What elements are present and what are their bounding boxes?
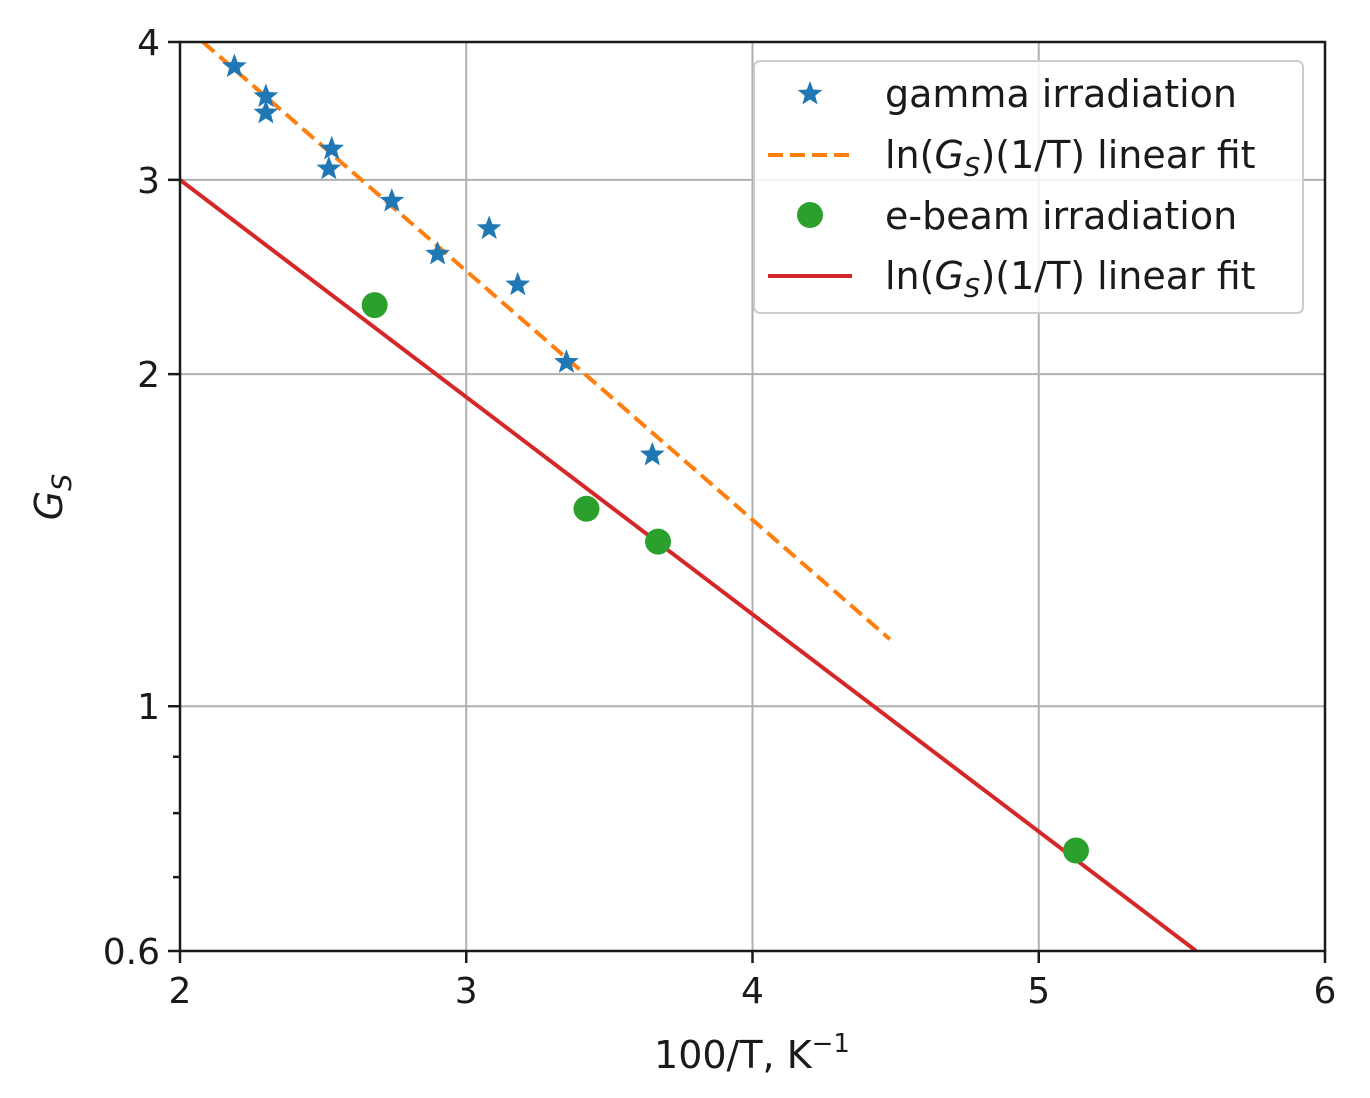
legend-entry-gamma: gamma irradiation <box>797 72 1237 116</box>
y-tick-label: 2 <box>137 355 160 396</box>
legend-entry-ebeam: e-beam irradiation <box>797 194 1237 238</box>
gamma-data-point <box>554 349 579 373</box>
legend-label-gamma-fit: ln(GS)(1/T) linear fit <box>885 133 1256 183</box>
x-axis-label: 100/T, K−1 <box>654 1029 850 1077</box>
legend-label-gamma: gamma irradiation <box>885 72 1237 116</box>
series-layer <box>180 42 1198 951</box>
gamma-data-point <box>379 188 405 212</box>
x-tick-label: 5 <box>1027 971 1050 1012</box>
gamma-data-point <box>505 271 531 296</box>
ebeam-fit-line <box>180 178 1198 951</box>
y-axis-label: GS <box>27 474 78 521</box>
gamma-data-point <box>425 240 450 265</box>
gamma-data-point <box>316 155 342 180</box>
gamma-fit-line <box>201 42 892 641</box>
legend-entry-ebeam-fit: ln(GS)(1/T) linear fit <box>768 254 1256 304</box>
legend-label-ebeam-fit: ln(GS)(1/T) linear fit <box>885 254 1256 304</box>
gamma-data-point <box>222 53 247 78</box>
ebeam-data-point <box>361 292 388 319</box>
legend-circle-marker <box>797 202 823 228</box>
ebeam-data-point <box>573 495 600 522</box>
x-tick-label: 2 <box>169 971 192 1012</box>
legend-label-ebeam: e-beam irradiation <box>885 194 1237 238</box>
gamma-data-point <box>319 135 345 160</box>
gamma-data-point <box>253 83 279 108</box>
x-tick-label: 6 <box>1314 971 1337 1012</box>
y-tick-label: 3 <box>137 161 160 202</box>
markers-layer <box>222 53 1089 864</box>
ebeam-data-point <box>1062 837 1089 864</box>
y-tick-label: 0.6 <box>103 932 160 973</box>
ticks: 2 3 4 5 6 0.6 1 2 3 4 <box>103 23 1337 1012</box>
y-tick-label: 1 <box>137 687 160 728</box>
y-axis-label-variable: G <box>27 491 71 520</box>
x-tick-label: 3 <box>455 971 478 1012</box>
legend-star-marker <box>797 81 823 105</box>
x-tick-label: 4 <box>741 971 764 1012</box>
legend-star-shape <box>797 81 823 105</box>
legend-entry-gamma-fit: ln(GS)(1/T) linear fit <box>768 133 1256 183</box>
y-tick-label: 4 <box>137 23 160 64</box>
legend-box <box>753 60 1304 314</box>
y-axis-label-subscript: S <box>47 474 78 491</box>
ebeam-data-point <box>645 528 672 555</box>
gamma-data-point <box>476 215 502 240</box>
x-axis-label-superscript: −1 <box>812 1029 850 1059</box>
gamma-data-point <box>639 441 665 466</box>
gamma-data-point <box>253 99 279 124</box>
legend: gamma irradiation ln(GS)(1/T) linear fit… <box>753 60 1304 314</box>
